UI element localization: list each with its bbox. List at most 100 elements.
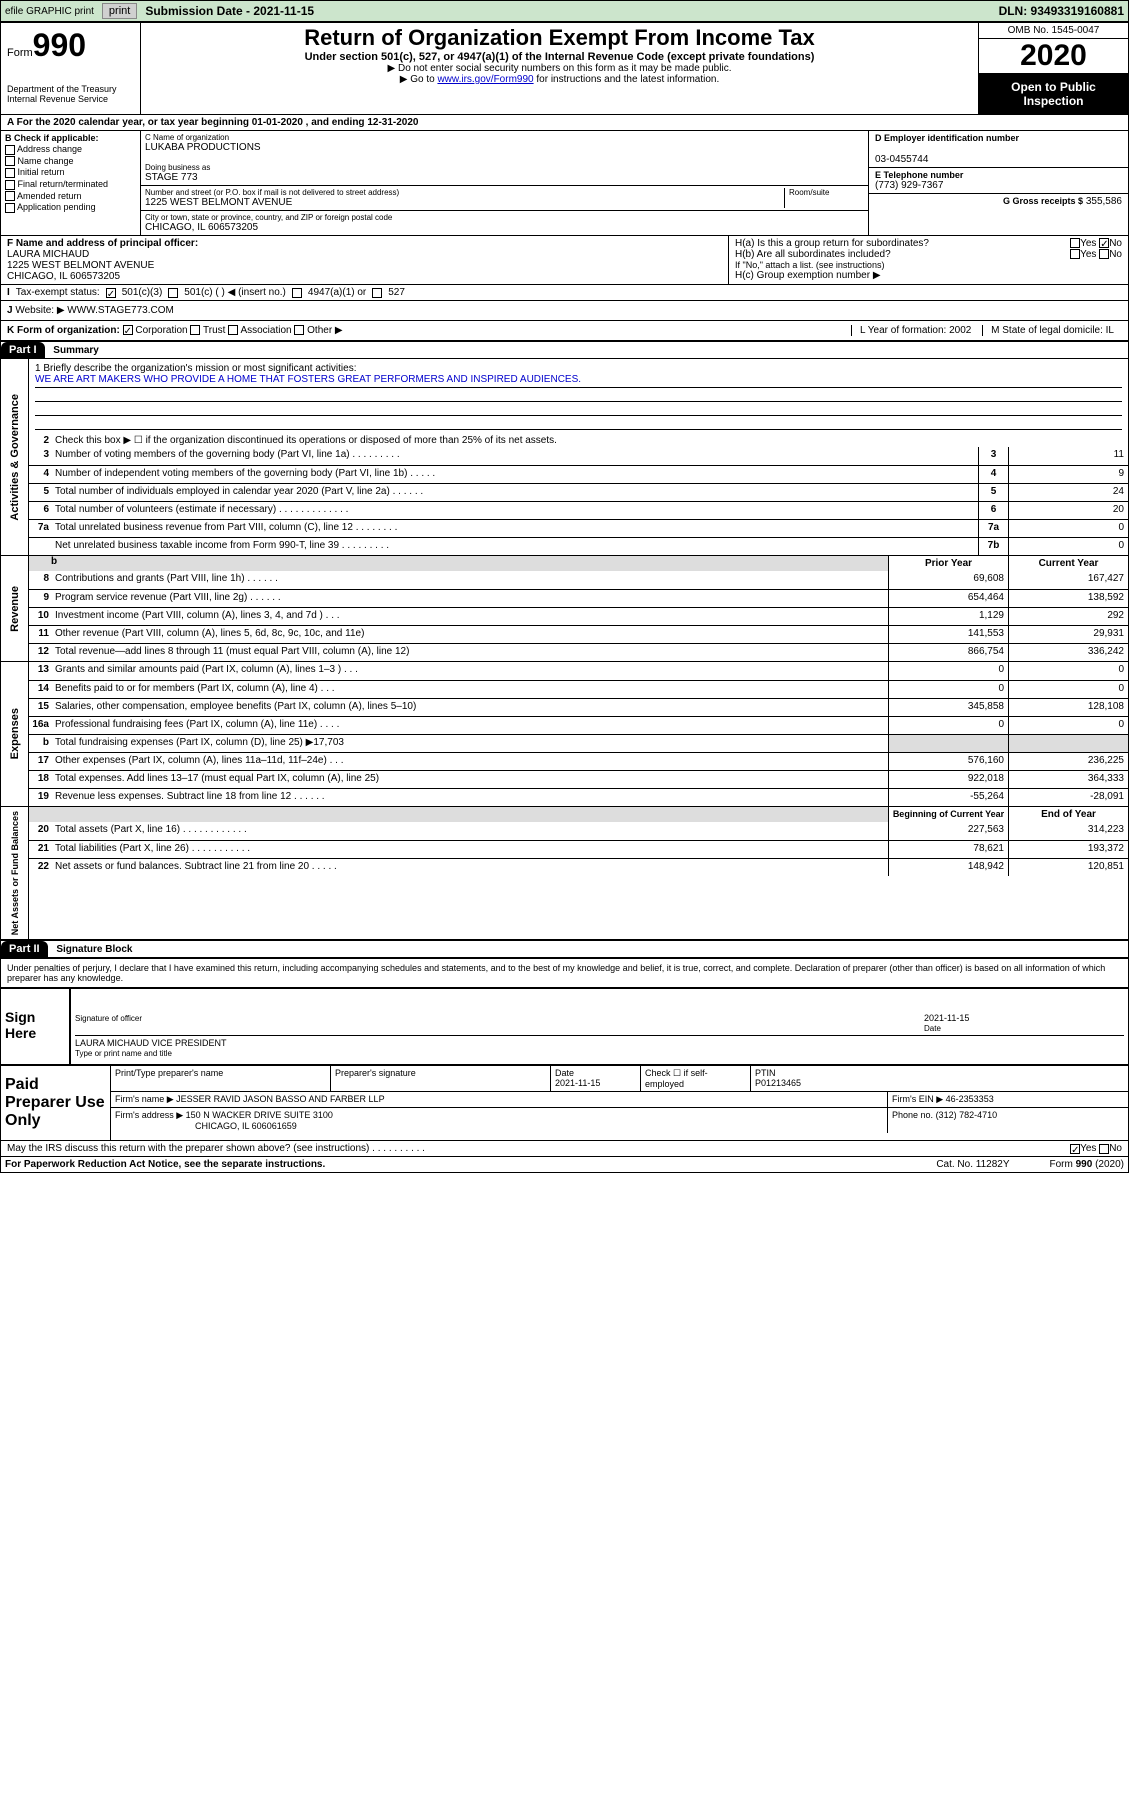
dept-treasury: Department of the TreasuryInternal Reven… (7, 84, 134, 104)
prep-name-label: Print/Type preparer's name (111, 1066, 331, 1091)
box-d: D Employer identification number 03-0455… (868, 131, 1128, 235)
cat-no: Cat. No. 11282Y (936, 1159, 1009, 1170)
i-label: I (7, 287, 10, 298)
tax-year: 2020 (979, 39, 1128, 74)
row-bcd: B Check if applicable: Address change Na… (1, 131, 1128, 236)
gross-receipts: 355,586 (1086, 196, 1122, 207)
part1-row: Part I Summary (1, 341, 1128, 359)
k-row: K Form of organization: Corporation Trus… (1, 321, 1128, 341)
expense-line: bTotal fundraising expenses (Part IX, co… (29, 734, 1128, 752)
cb-501c[interactable] (168, 288, 178, 298)
expenses-label: Expenses (7, 704, 23, 763)
org-name: LUKABA PRODUCTIONS (145, 142, 864, 153)
revenue-section: Revenue b Prior Year Current Year 8Contr… (1, 556, 1128, 662)
box-c: C Name of organization LUKABA PRODUCTION… (141, 131, 868, 235)
row-fh: F Name and address of principal officer:… (1, 236, 1128, 285)
cb-address-change[interactable]: Address change (5, 144, 136, 155)
prep-sig-label: Preparer's signature (331, 1066, 551, 1091)
cb-initial-return[interactable]: Initial return (5, 167, 136, 178)
officer-name: LAURA MICHAUD (7, 249, 722, 260)
discuss-row: May the IRS discuss this return with the… (1, 1140, 1128, 1156)
gov-line: 3Number of voting members of the governi… (29, 447, 1128, 465)
cb-trust[interactable] (190, 325, 200, 335)
j-row: J Website: ▶ WWW.STAGE773.COM (1, 301, 1128, 321)
firm-phone: (312) 782-4710 (936, 1110, 998, 1120)
form-word: Form (7, 47, 33, 59)
netassets-label: Net Assets or Fund Balances (8, 807, 22, 939)
discuss-text: May the IRS discuss this return with the… (7, 1143, 425, 1154)
dln: DLN: 93493319160881 (999, 4, 1124, 18)
form-subtitle: Under section 501(c), 527, or 4947(a)(1)… (147, 51, 972, 63)
discuss-yes[interactable] (1070, 1144, 1080, 1154)
cb-assoc[interactable] (228, 325, 238, 335)
ein-label: D Employer identification number (875, 133, 1122, 143)
cb-final-return[interactable]: Final return/terminated (5, 179, 136, 190)
hc-label: H(c) Group exemption number ▶ (735, 270, 1122, 281)
box-b-header: B Check if applicable: (5, 133, 136, 143)
cb-name-change[interactable]: Name change (5, 156, 136, 167)
part2-header: Part II (1, 941, 48, 957)
blank-line-1 (35, 388, 1122, 402)
end-year-header: End of Year (1008, 807, 1128, 822)
form-title: Return of Organization Exempt From Incom… (147, 25, 972, 51)
revenue-line: 9Program service revenue (Part VIII, lin… (29, 589, 1128, 607)
gov-line: 4Number of independent voting members of… (29, 465, 1128, 483)
discuss-no[interactable] (1099, 1144, 1109, 1154)
org-name-label: C Name of organization (145, 133, 864, 142)
website: Website: ▶ WWW.STAGE773.COM (15, 305, 173, 316)
city: CHICAGO, IL 606573205 (145, 222, 864, 233)
expense-line: 15Salaries, other compensation, employee… (29, 698, 1128, 716)
gov-line: 5Total number of individuals employed in… (29, 483, 1128, 501)
cb-527[interactable] (372, 288, 382, 298)
city-label: City or town, state or province, country… (145, 213, 864, 222)
begin-year-header: Beginning of Current Year (888, 807, 1008, 822)
right-cell: OMB No. 1545-0047 2020 Open to Public In… (978, 23, 1128, 114)
dba: STAGE 773 (145, 172, 864, 183)
gross-label: G Gross receipts $ (1003, 196, 1083, 206)
expense-line: 18Total expenses. Add lines 13–17 (must … (29, 770, 1128, 788)
prep-selfemp: Check ☐ if self-employed (641, 1066, 751, 1091)
cb-4947[interactable] (292, 288, 302, 298)
mission-block: 1 Briefly describe the organization's mi… (29, 359, 1128, 434)
blank-line-3 (35, 416, 1122, 430)
cb-amended[interactable]: Amended return (5, 191, 136, 202)
cb-application[interactable]: Application pending (5, 202, 136, 213)
governance-label: Activities & Governance (7, 390, 23, 525)
print-button[interactable]: print (102, 3, 137, 19)
preparer-block: Paid Preparer Use Only Print/Type prepar… (1, 1064, 1128, 1140)
expense-line: 17Other expenses (Part IX, column (A), l… (29, 752, 1128, 770)
year-formation: L Year of formation: 2002 (851, 325, 979, 336)
cb-501c3[interactable] (106, 288, 116, 298)
cb-other[interactable] (294, 325, 304, 335)
tax-exempt-label: Tax-exempt status: (16, 287, 100, 298)
note2-pre: ▶ Go to (400, 74, 438, 85)
box-f: F Name and address of principal officer:… (1, 236, 728, 284)
gov-line: 7aTotal unrelated business revenue from … (29, 519, 1128, 537)
form-footer: Form 990 (2020) (1050, 1159, 1124, 1170)
tax-exempt-row: I Tax-exempt status: 501(c)(3) 501(c) ( … (1, 285, 1128, 301)
officer-label: F Name and address of principal officer: (7, 238, 722, 249)
current-year-header: Current Year (1008, 556, 1128, 571)
revenue-line: 8Contributions and grants (Part VIII, li… (29, 571, 1128, 589)
irs-link[interactable]: www.irs.gov/Form990 (437, 74, 533, 85)
hb-note: If "No," attach a list. (see instruction… (735, 260, 1122, 270)
q1: 1 Briefly describe the organization's mi… (35, 363, 1122, 374)
netassets-line: 21Total liabilities (Part X, line 26) . … (29, 840, 1128, 858)
form-number: 990 (33, 27, 86, 63)
cb-corp[interactable] (123, 325, 133, 335)
sign-block: Sign Here Signature of officer 2021-11-1… (1, 987, 1128, 1064)
footer: For Paperwork Reduction Act Notice, see … (1, 1156, 1128, 1172)
ptin: P01213465 (755, 1078, 801, 1088)
revenue-line: 10Investment income (Part VIII, column (… (29, 607, 1128, 625)
netassets-line: 20Total assets (Part X, line 16) . . . .… (29, 822, 1128, 840)
firm-addr2: CHICAGO, IL 606061659 (195, 1121, 297, 1131)
prep-date: 2021-11-15 (555, 1078, 600, 1088)
netassets-section: Net Assets or Fund Balances Beginning of… (1, 807, 1128, 940)
expense-line: 14Benefits paid to or for members (Part … (29, 680, 1128, 698)
room-label: Room/suite (789, 188, 864, 197)
sig-officer-label: Signature of officer (75, 1014, 142, 1023)
addr-label: Number and street (or P.O. box if mail i… (145, 188, 784, 197)
expense-line: 16aProfessional fundraising fees (Part I… (29, 716, 1128, 734)
firm-ein: 46-2353353 (946, 1094, 994, 1104)
governance-section: Activities & Governance 1 Briefly descri… (1, 359, 1128, 556)
